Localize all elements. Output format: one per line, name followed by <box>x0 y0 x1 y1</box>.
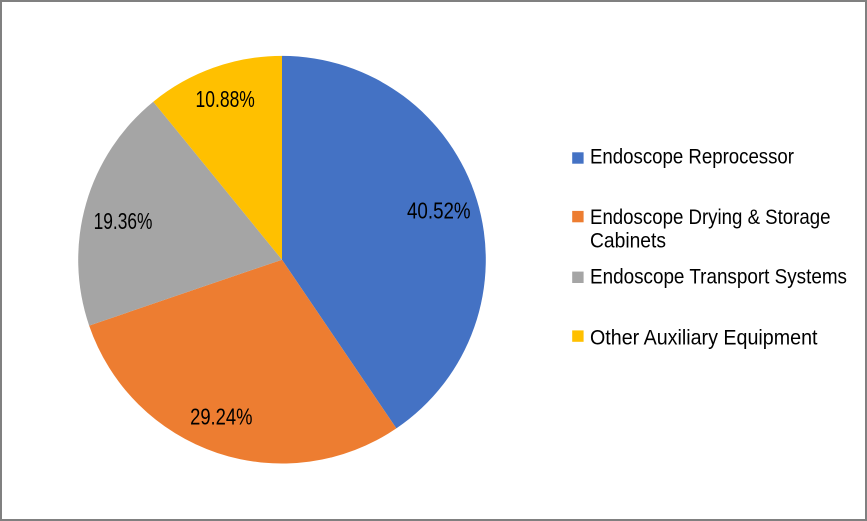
svg-text:19.36%: 19.36% <box>94 208 153 234</box>
svg-text:Endoscope Transport Systems: Endoscope Transport Systems <box>590 266 847 289</box>
svg-text:Other Auxiliary Equipment: Other Auxiliary Equipment <box>590 327 818 350</box>
svg-text:29.24%: 29.24% <box>190 404 252 430</box>
svg-text:40.52%: 40.52% <box>407 198 471 224</box>
svg-text:Endoscope Reprocessor: Endoscope Reprocessor <box>590 146 794 169</box>
svg-text:Cabinets: Cabinets <box>590 230 666 253</box>
svg-text:Endoscope Drying & Storage: Endoscope Drying & Storage <box>590 206 831 229</box>
svg-text:10.88%: 10.88% <box>196 86 255 112</box>
